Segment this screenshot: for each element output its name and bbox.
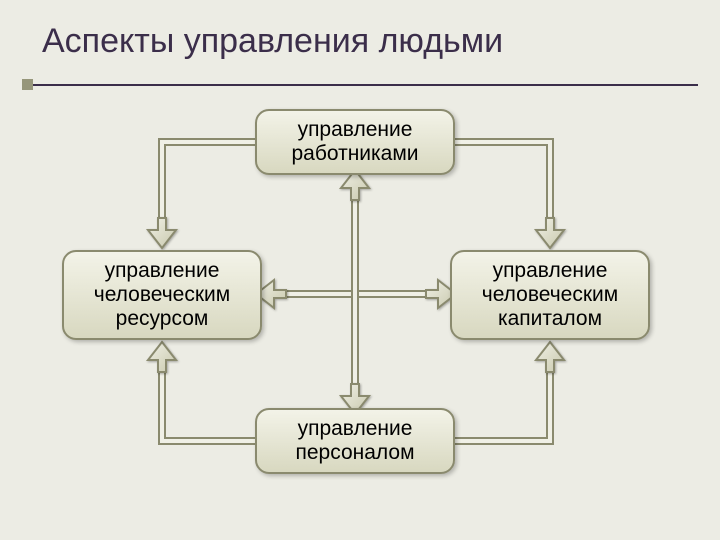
node-top-label: управление работниками	[291, 118, 418, 166]
node-right-label: управление человеческим капиталом	[482, 259, 618, 331]
title-underline	[33, 84, 698, 86]
slide-title: Аспекты управления людьми	[42, 22, 503, 61]
node-left-label: управление человеческим ресурсом	[94, 259, 230, 331]
node-right: управление человеческим капиталом	[450, 250, 650, 340]
node-bottom-label: управление персоналом	[295, 417, 414, 465]
node-top: управление работниками	[255, 109, 455, 175]
title-bullet	[22, 79, 33, 90]
node-left: управление человеческим ресурсом	[62, 250, 262, 340]
node-bottom: управление персоналом	[255, 408, 455, 474]
